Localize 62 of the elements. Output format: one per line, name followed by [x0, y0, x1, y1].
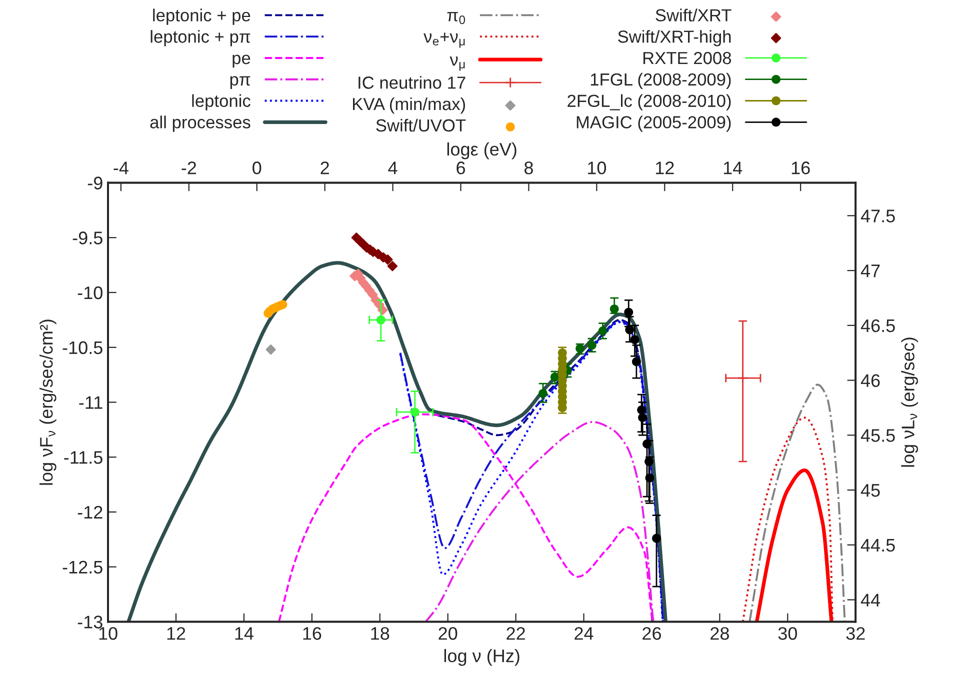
- legend-label: ν$_{e}$+ν$_{μ}$: [424, 32, 465, 48]
- legend-label: IC neutrino 17: [358, 76, 466, 89]
- legend-label: pπ: [230, 76, 250, 90]
- legend-label: leptonic + pπ: [150, 30, 250, 46]
- y2-tick-label: 46: [860, 374, 880, 388]
- x2-tick-label: 10: [588, 162, 606, 174]
- y2-axis-title: log νL$_{ν}$ (erg/sec): [901, 338, 918, 467]
- x-tick-label: 32: [846, 627, 865, 640]
- y2-tick-label: 44.5: [860, 539, 895, 552]
- legend-label: pe: [232, 54, 250, 68]
- y-tick-label: -11.5: [64, 451, 102, 464]
- x-axis-title: log ν (Hz): [444, 648, 520, 666]
- legend-label: π$_{0}$: [447, 12, 466, 24]
- y-tick-label: -12: [78, 506, 102, 519]
- legend-label: leptonic + pe: [153, 8, 250, 25]
- legend-label: Swift/UVOT: [376, 118, 466, 132]
- x2-tick-label: 6: [456, 162, 465, 174]
- y-tick-label: -10.5: [62, 341, 102, 354]
- y2-tick-label: 45: [860, 484, 880, 497]
- legend-label: leptonic: [192, 94, 250, 110]
- y2-tick-label: 47: [860, 264, 880, 278]
- y2-tick-label: 44: [860, 594, 880, 606]
- y2-tick-label: 45.5: [860, 429, 895, 442]
- legend-label: 2FGL_lc (2008-2010): [568, 94, 731, 110]
- x2-tick-label: 14: [724, 162, 742, 174]
- x-tick-label: 16: [303, 627, 322, 640]
- legend-label: ν$_{μ}$: [450, 56, 465, 71]
- legend-label: KVA (min/max): [353, 97, 465, 114]
- legend-label: Swift/XRT: [656, 8, 732, 22]
- x2-tick-label: 16: [792, 162, 810, 174]
- x-tick-label: 24: [574, 627, 594, 640]
- y-tick-label: -9.5: [72, 232, 102, 244]
- legend-label: Swift/XRT-high: [618, 30, 731, 46]
- x-tick-label: 14: [235, 627, 254, 640]
- y-tick-label: -11: [79, 396, 102, 409]
- x-tick-label: 20: [438, 627, 458, 640]
- legend-label: RXTE 2008: [643, 52, 732, 64]
- x-tick-label: 22: [506, 627, 525, 640]
- y2-tick-label: 46.5: [860, 319, 895, 332]
- x-tick-label: 26: [642, 627, 661, 640]
- x2-axis-title: logε (eV): [447, 142, 516, 160]
- x2-tick-label: 4: [388, 162, 398, 174]
- x2-tick-label: 0: [252, 162, 262, 174]
- x2-tick-label: 2: [320, 162, 329, 174]
- x2-tick-label: -2: [182, 162, 196, 174]
- y-tick-label: -10: [78, 286, 102, 300]
- x-tick-label: 28: [710, 627, 729, 640]
- x-tick-label: 10: [99, 627, 118, 640]
- y-tick-label: -12.5: [62, 560, 102, 574]
- legend-label: 1FGL (2008-2009): [590, 72, 731, 90]
- x2-tick-label: 8: [524, 162, 533, 174]
- y-tick-label: -13: [78, 616, 102, 628]
- x-tick-label: 18: [371, 627, 390, 640]
- legend-label: MAGIC (2005-2009): [576, 116, 731, 132]
- y-axis-title: log νF$_{ν}$ (erg/sec/cm²): [39, 320, 56, 485]
- x2-tick-label: -4: [114, 162, 128, 174]
- x-tick-label: 30: [778, 627, 797, 640]
- legend-label: all processes: [150, 116, 250, 132]
- x-tick-label: 12: [167, 627, 186, 640]
- x2-tick-label: 12: [656, 162, 674, 174]
- y-tick-label: -9: [88, 176, 102, 190]
- y2-tick-label: 47.5: [860, 210, 895, 222]
